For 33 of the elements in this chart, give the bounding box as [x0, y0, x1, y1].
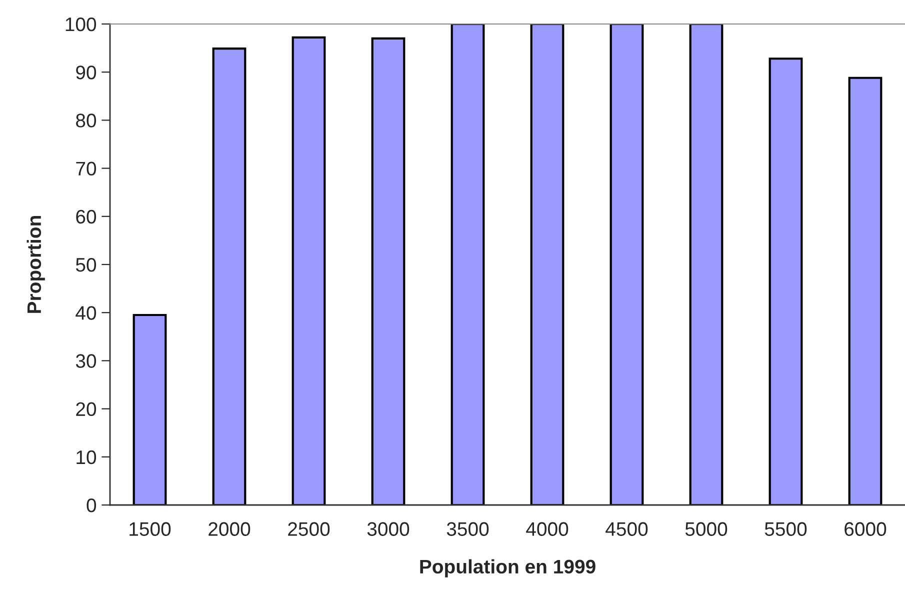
x-tick-label: 3500 — [446, 522, 489, 536]
y-tick-label: 0 — [86, 498, 96, 512]
y-tick-label: 90 — [76, 66, 96, 80]
bar — [450, 24, 485, 505]
bar — [768, 58, 803, 505]
y-tick-label: 10 — [76, 450, 96, 464]
x-tick-label: 3000 — [367, 522, 410, 536]
x-tick-label: 4000 — [526, 522, 568, 536]
bar — [371, 37, 406, 505]
x-tick-label: 5500 — [764, 522, 807, 536]
bar — [292, 36, 326, 505]
bar — [530, 24, 564, 505]
x-tick-label: 6000 — [844, 522, 886, 536]
y-tick-label: 20 — [76, 402, 96, 416]
x-tick-label: 1500 — [130, 522, 171, 536]
y-tick-label: 70 — [76, 162, 96, 176]
bar — [689, 24, 724, 505]
x-axis-title: Population en 1999 — [420, 559, 596, 578]
y-tick-label: 50 — [76, 258, 96, 272]
y-tick-label: 60 — [76, 210, 96, 224]
y-tick-label: 80 — [76, 114, 96, 128]
x-tick-label: 2500 — [288, 522, 330, 536]
bar — [610, 24, 644, 505]
x-tick-label: 5000 — [685, 522, 728, 536]
x-tick-label: 2000 — [208, 522, 250, 536]
y-tick-label: 30 — [76, 354, 96, 368]
y-axis-title: Proportion — [26, 216, 45, 313]
x-tick-label: 4500 — [606, 522, 648, 536]
bar — [212, 47, 246, 505]
bar — [132, 314, 167, 505]
y-tick-label: 40 — [76, 306, 96, 320]
y-tick-label: 100 — [66, 17, 96, 32]
bar — [848, 76, 882, 505]
